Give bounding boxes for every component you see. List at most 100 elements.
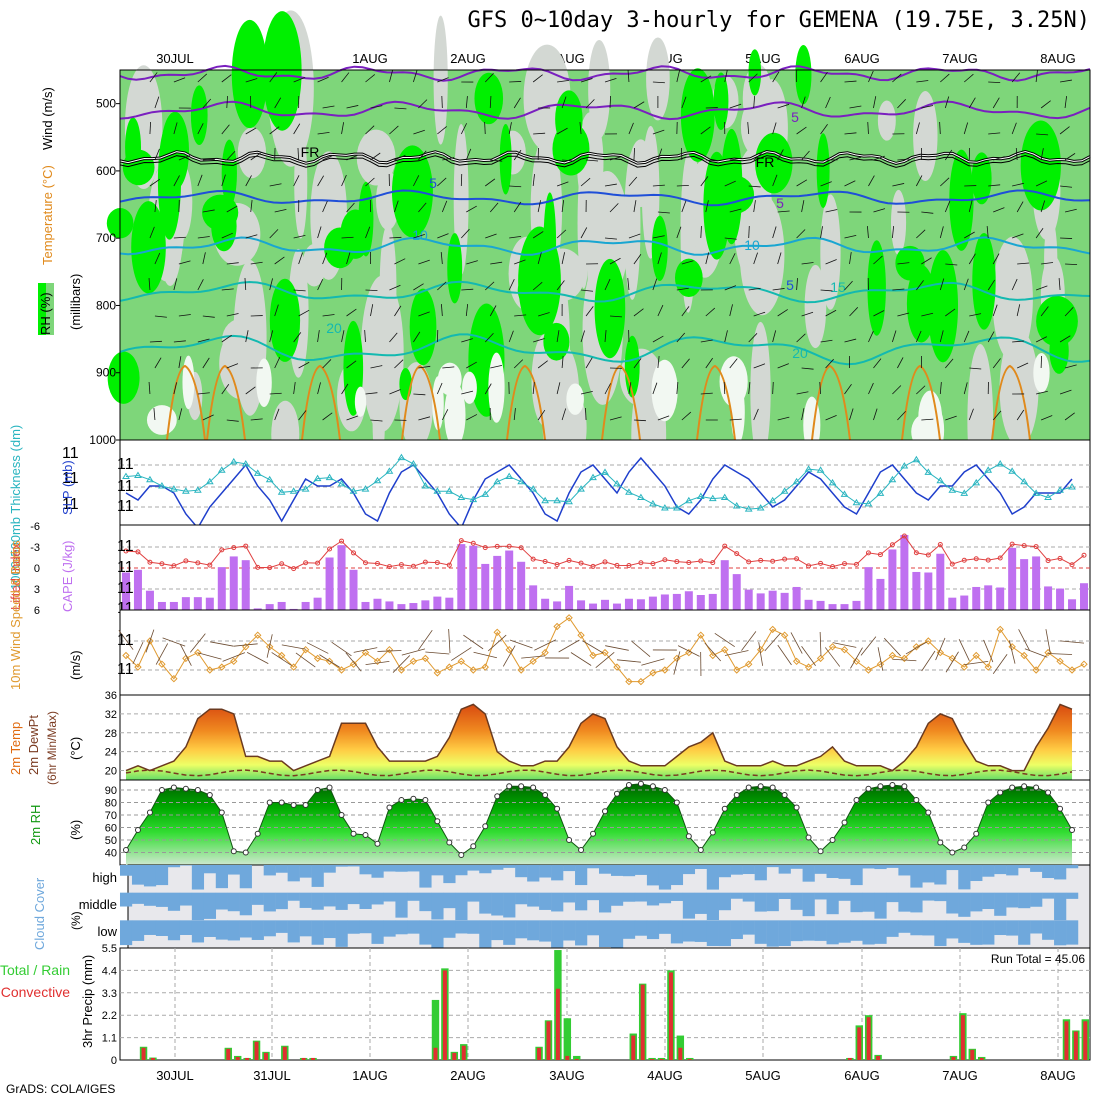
wind10-axis-label: 10m Wind Speed & Barbs: [8, 540, 23, 690]
cloud-bar: [443, 865, 455, 883]
cloud-bar: [719, 893, 731, 911]
cloud-bar: [767, 865, 779, 867]
rh-moist-patch: [191, 85, 208, 145]
rh2m-point: [734, 793, 739, 798]
rh-moist-patch: [675, 259, 703, 297]
precip-units-label: 3hr Precip (mm): [80, 955, 95, 1048]
cloud-bar: [1030, 893, 1042, 907]
cloud-bar: [276, 920, 288, 933]
cloud-bar: [755, 893, 767, 912]
rh2m-point: [543, 793, 548, 798]
cape-bar: [182, 597, 190, 610]
cloud-axis-label: Cloud Cover: [32, 877, 47, 950]
cloud-bar: [743, 865, 755, 874]
rh2m-point: [183, 786, 188, 791]
cloud-bar: [527, 920, 539, 940]
cloud-bar: [371, 893, 383, 905]
cloud-bar: [527, 865, 539, 882]
cloud-bar: [431, 920, 443, 947]
temp2m-tick: 24: [105, 747, 117, 759]
cloud-bar: [455, 865, 467, 875]
precip-convective-bar: [452, 1053, 456, 1060]
cloud-bar: [336, 920, 348, 947]
cloud-bar: [1018, 893, 1030, 909]
date-label-bottom: 1AUG: [352, 1068, 387, 1083]
cloud-bar: [371, 865, 383, 878]
cloud-bar: [312, 893, 324, 910]
cape-bar: [864, 567, 872, 610]
temp2m-axis-label: 2m Temp: [8, 722, 23, 775]
rh-moist-patch: [652, 216, 668, 281]
cloud-bar: [659, 920, 671, 934]
cloud-bar: [419, 865, 431, 888]
cloud-bar: [1006, 920, 1018, 935]
precip-convective-bar: [264, 1053, 268, 1060]
cloud-bar: [336, 865, 348, 867]
cloud-bar: [743, 920, 755, 934]
rh2m-point: [818, 849, 823, 854]
pressure-tick: 1000: [89, 433, 116, 447]
cloud-bar: [958, 920, 970, 943]
end: 11: [117, 538, 134, 555]
cape-bar: [685, 591, 693, 610]
cloud-bar: [779, 865, 791, 874]
cloud-bar: [850, 893, 862, 913]
cloud-bar: [850, 920, 862, 940]
cloud-bar: [312, 865, 324, 887]
precip-convective-bar: [660, 1059, 664, 1060]
cape-bar: [673, 594, 681, 610]
rh2m-point: [614, 791, 619, 796]
cape-bar: [829, 604, 837, 610]
rh2m-point: [986, 800, 991, 805]
cloud-bar: [240, 920, 252, 937]
temp2m-tick: 20: [105, 766, 117, 778]
cloud-bar: [635, 920, 647, 935]
precip-tick: 1.1: [102, 1033, 117, 1045]
cape-bar: [529, 585, 537, 610]
rh2m-point: [770, 785, 775, 790]
cloud-bar: [240, 893, 252, 916]
rh-moist-patch: [399, 368, 411, 400]
cape-bar: [505, 551, 513, 610]
cloud-bar: [839, 865, 851, 879]
cloud-bar: [348, 865, 360, 866]
contour-label: 5: [776, 195, 784, 211]
cloud-bar: [958, 893, 970, 917]
cape-bar: [230, 556, 238, 610]
cloud-bar: [994, 865, 1006, 874]
cloud-bar: [491, 920, 503, 940]
cape-bar: [134, 570, 142, 610]
precip-convective-bar: [151, 1058, 155, 1060]
rh-very-dry-patch: [488, 353, 504, 423]
rh2m-point: [974, 831, 979, 836]
date-label-top: 6AUG: [844, 51, 879, 66]
rh2m-point: [782, 793, 787, 798]
cape-bar: [469, 546, 477, 610]
contour-label: FR: [301, 144, 320, 160]
precip-convective-label: Convective: [1, 984, 70, 1000]
cloud-bar: [1054, 865, 1066, 879]
rh2m-point: [375, 841, 380, 846]
cloud-bar: [647, 893, 659, 906]
rh2m-point: [351, 831, 356, 836]
precip-convective-bar: [961, 1015, 965, 1060]
cloud-bar: [815, 865, 827, 874]
cloud-bar: [803, 893, 815, 916]
cloud-bar: [551, 893, 563, 912]
dewpoint-axis-label: 2m DewPt: [26, 715, 41, 775]
cape-bar: [350, 570, 358, 610]
cape-bar: [481, 564, 489, 610]
cloud-bar: [120, 893, 132, 907]
rh2m-point: [914, 798, 919, 803]
cloud-bar: [707, 893, 719, 920]
cloud-bar: [228, 893, 240, 912]
cloud-bar: [970, 865, 982, 881]
cloud-bar: [431, 893, 443, 920]
cloud-bar: [623, 920, 635, 938]
cloud-bar: [563, 865, 575, 871]
contour-label: 5: [791, 109, 799, 125]
cape-bar: [278, 602, 286, 610]
cloud-bar: [551, 865, 563, 880]
cape-bar: [206, 598, 214, 610]
cloud-bar: [623, 893, 635, 902]
